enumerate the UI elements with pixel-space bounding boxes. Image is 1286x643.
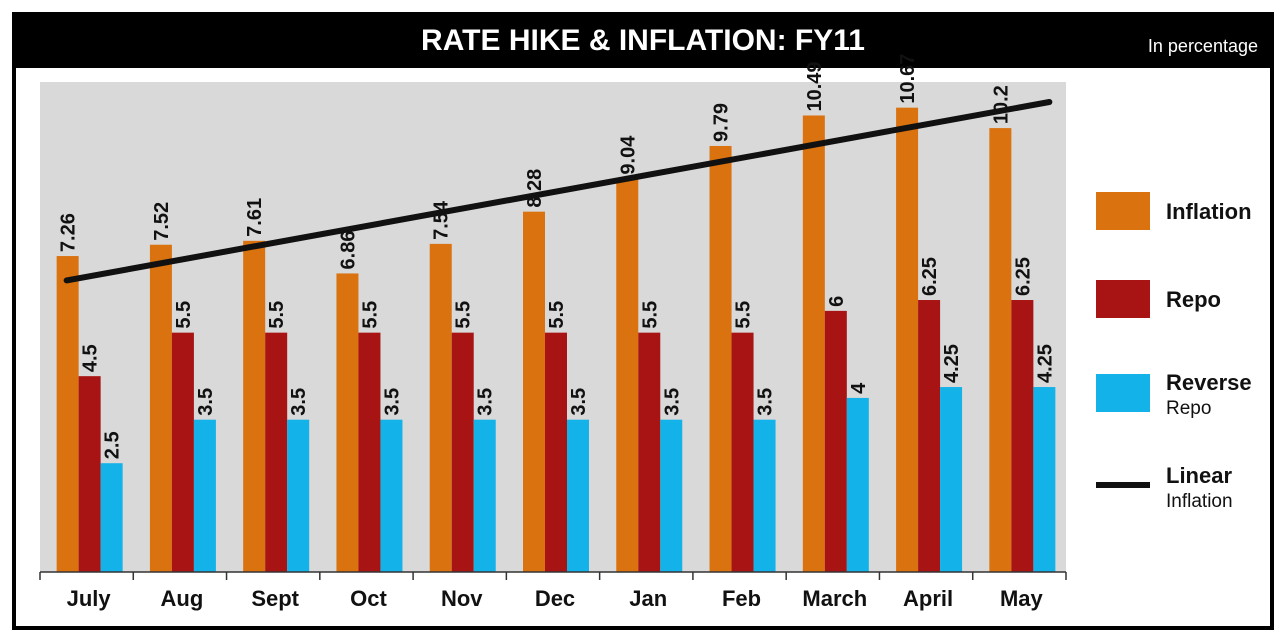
legend-swatch bbox=[1096, 280, 1150, 318]
bar-repo bbox=[731, 332, 754, 572]
unit-note: In percentage bbox=[1147, 36, 1258, 56]
data-label: 10.67 bbox=[897, 54, 919, 104]
bar-inflation bbox=[149, 244, 172, 573]
bar-inflation bbox=[896, 107, 919, 572]
data-label: 7.52 bbox=[151, 202, 173, 241]
x-tick-label: April bbox=[903, 586, 953, 611]
legend-label: Inflation bbox=[1166, 199, 1252, 224]
data-label: 5.5 bbox=[173, 301, 195, 329]
x-tick-label: Nov bbox=[441, 586, 483, 611]
bar-repo bbox=[824, 310, 847, 572]
bar-repo bbox=[545, 332, 567, 572]
bar-repo bbox=[1011, 300, 1034, 572]
bar-repo bbox=[265, 332, 288, 572]
legend-sublabel: Repo bbox=[1166, 398, 1211, 419]
bar-inflation bbox=[989, 128, 1012, 572]
data-label: 3.5 bbox=[381, 388, 403, 416]
bar-reverse-repo bbox=[380, 419, 403, 572]
x-tick-label: March bbox=[802, 586, 867, 611]
bar-reverse-repo bbox=[567, 419, 589, 572]
x-tick-label: Dec bbox=[535, 586, 575, 611]
bar-reverse-repo bbox=[100, 463, 123, 572]
data-label: 7.61 bbox=[244, 198, 266, 237]
bar-inflation bbox=[616, 178, 639, 572]
x-tick-label: May bbox=[1000, 586, 1044, 611]
bar-repo bbox=[918, 300, 941, 572]
data-label: 3.5 bbox=[195, 388, 217, 416]
bar-reverse-repo bbox=[753, 419, 776, 572]
bar-inflation bbox=[802, 115, 825, 573]
data-label: 4 bbox=[848, 382, 870, 394]
legend-label: Repo bbox=[1166, 287, 1221, 312]
bar-inflation bbox=[243, 240, 266, 572]
x-tick-label: Sept bbox=[251, 586, 299, 611]
data-label: 4.25 bbox=[1034, 344, 1056, 383]
bar-reverse-repo bbox=[846, 397, 869, 572]
legend-swatch bbox=[1096, 374, 1150, 412]
bar-inflation bbox=[523, 211, 545, 572]
data-label: 10.2 bbox=[990, 85, 1012, 124]
data-label: 9.04 bbox=[617, 135, 639, 175]
data-label: 6.86 bbox=[337, 231, 359, 270]
x-tick-label: July bbox=[67, 586, 112, 611]
data-label: 10.49 bbox=[804, 61, 826, 111]
legend-sublabel: Inflation bbox=[1166, 491, 1233, 512]
data-label: 4.5 bbox=[80, 344, 102, 372]
title-bar: RATE HIKE & INFLATION: FY11 In percentag… bbox=[16, 16, 1270, 68]
data-label: 9.79 bbox=[711, 103, 733, 142]
data-label: 8.28 bbox=[524, 169, 546, 208]
data-label: 3.5 bbox=[288, 388, 310, 416]
bar-repo bbox=[451, 332, 474, 572]
x-tick-label: Feb bbox=[722, 586, 761, 611]
data-label: 3.5 bbox=[568, 388, 590, 416]
data-label: 5.5 bbox=[453, 301, 475, 329]
data-label: 7.54 bbox=[431, 200, 453, 240]
data-label: 3.5 bbox=[661, 388, 683, 416]
bar-reverse-repo bbox=[193, 419, 216, 572]
x-tick-label: Oct bbox=[350, 586, 387, 611]
trendline bbox=[63, 99, 1053, 284]
data-label: 5.5 bbox=[359, 301, 381, 329]
data-label: 5.5 bbox=[266, 301, 288, 329]
data-label: 5.5 bbox=[546, 301, 568, 329]
bar-inflation bbox=[709, 145, 732, 572]
bar-repo bbox=[358, 332, 381, 572]
bar-inflation bbox=[429, 243, 452, 573]
bar-reverse-repo bbox=[473, 419, 496, 572]
legend-label: Linear bbox=[1166, 463, 1232, 488]
bar-reverse-repo bbox=[287, 419, 310, 572]
bar-inflation bbox=[336, 273, 359, 572]
bar-repo bbox=[638, 332, 661, 572]
chart-title: RATE HIKE & INFLATION: FY11 bbox=[421, 24, 865, 57]
bar-reverse-repo bbox=[660, 419, 683, 572]
data-label: 5.5 bbox=[639, 301, 661, 329]
bar-repo bbox=[171, 332, 194, 572]
bar-inflation bbox=[56, 256, 79, 572]
legend-swatch bbox=[1096, 192, 1150, 230]
data-label: 6.25 bbox=[1012, 257, 1034, 296]
data-label: 4.25 bbox=[941, 344, 963, 383]
data-label: 6 bbox=[826, 296, 848, 307]
data-label: 5.5 bbox=[733, 301, 755, 329]
x-tick-label: Jan bbox=[629, 586, 667, 611]
data-label: 2.5 bbox=[102, 431, 124, 459]
x-tick-label: Aug bbox=[161, 586, 204, 611]
bar-reverse-repo bbox=[1033, 387, 1056, 572]
data-label: 6.25 bbox=[919, 257, 941, 296]
bar-repo bbox=[78, 376, 101, 572]
data-label: 3.5 bbox=[475, 388, 497, 416]
data-label: 3.5 bbox=[755, 388, 777, 416]
data-label: 7.26 bbox=[58, 213, 80, 252]
legend-label: Reverse bbox=[1166, 370, 1252, 395]
bar-reverse-repo bbox=[940, 387, 963, 572]
